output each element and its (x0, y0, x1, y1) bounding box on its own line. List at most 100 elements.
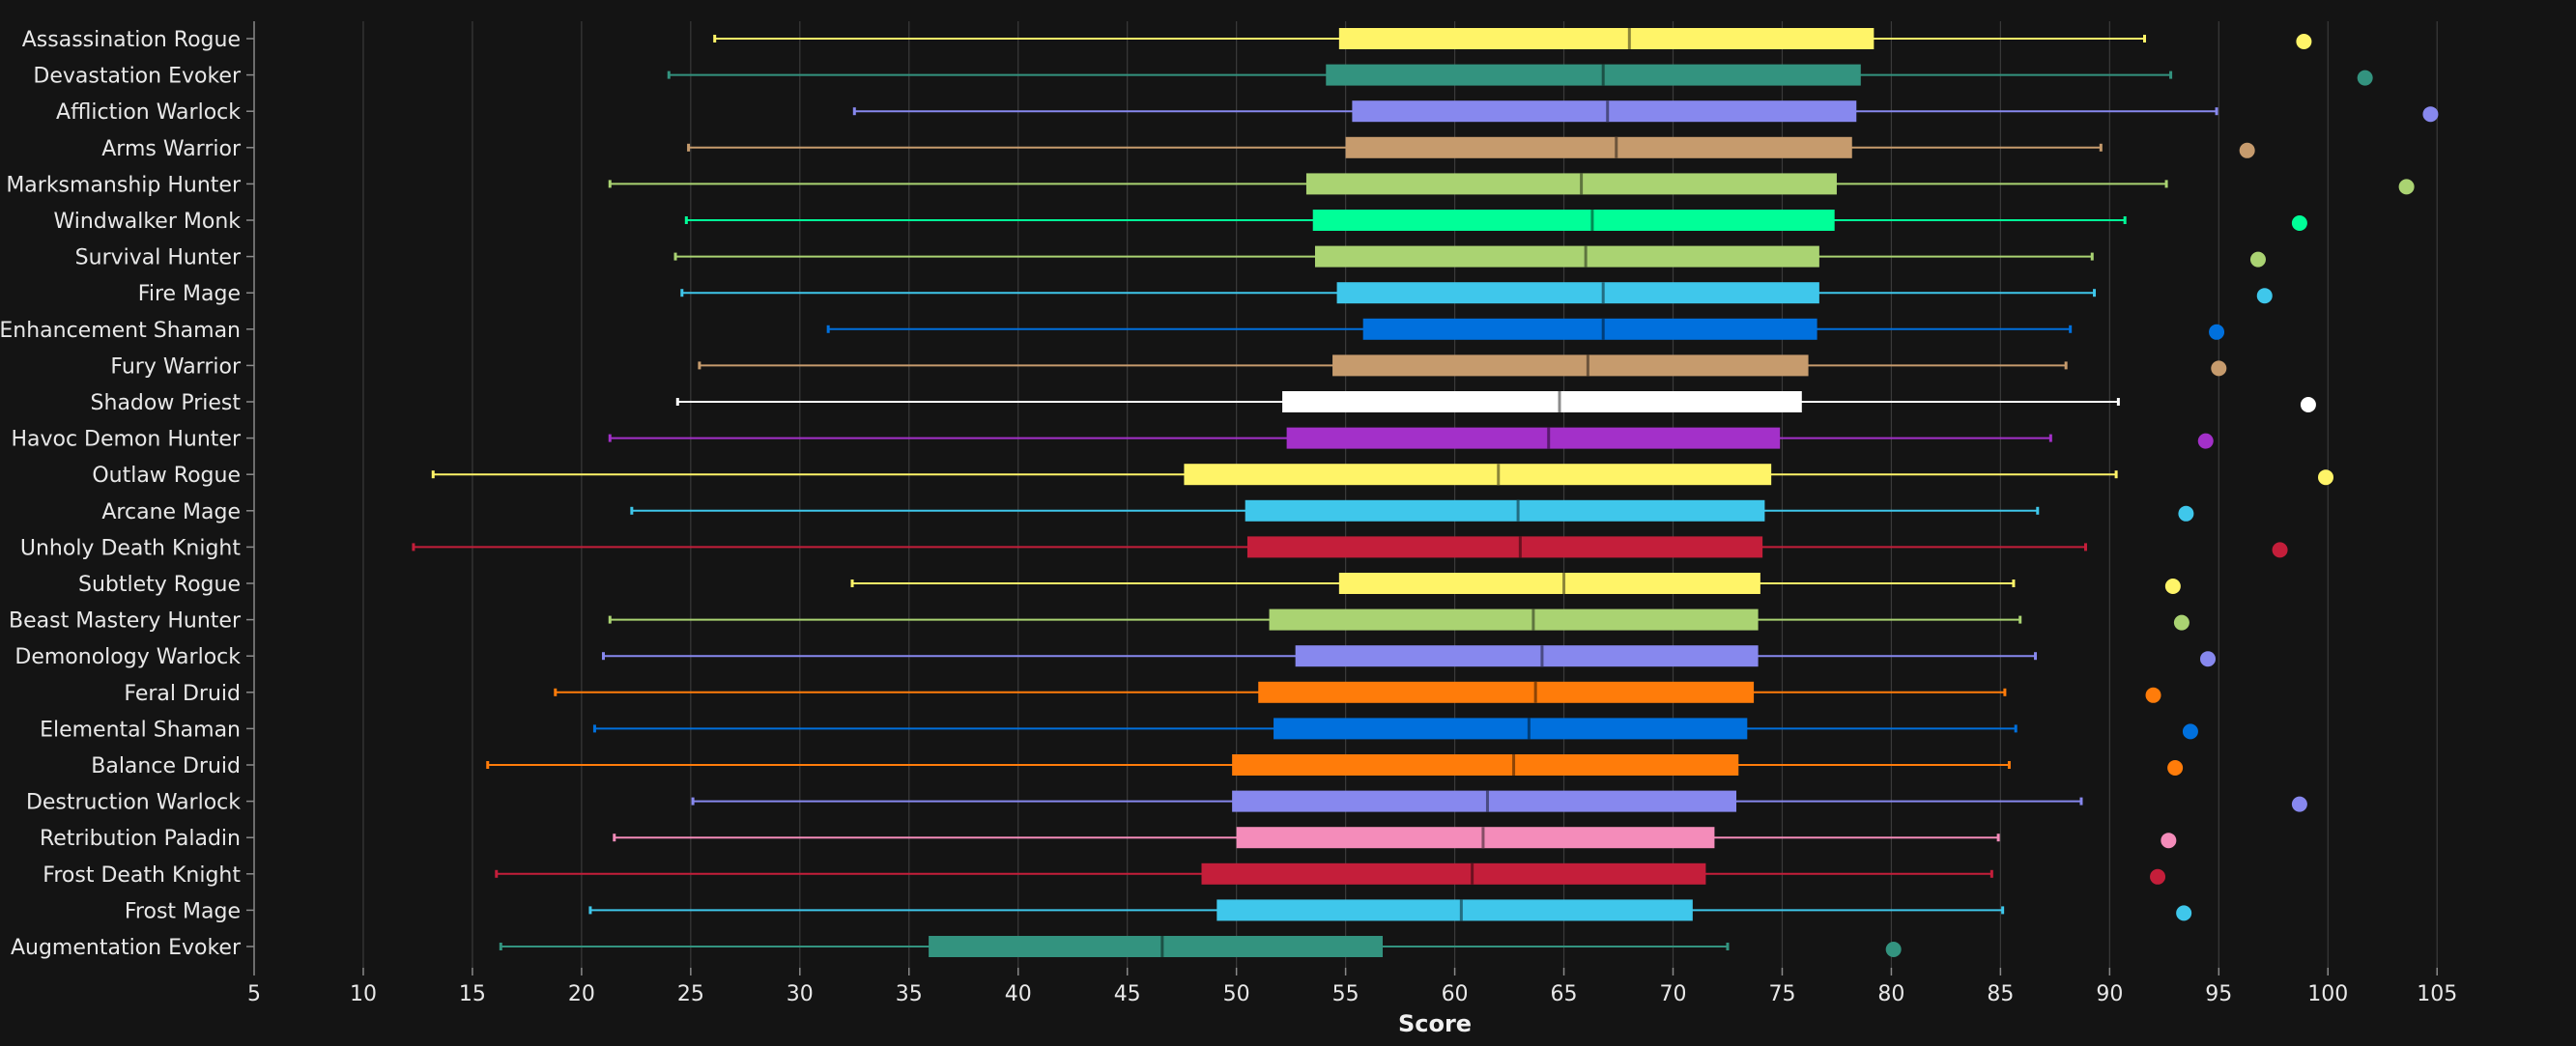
x-tick-label: 35 (896, 982, 923, 1006)
category-label: Retribution Paladin (40, 827, 241, 851)
outlier-point (2256, 288, 2273, 304)
category-label: Fire Mage (138, 282, 241, 306)
outlier-point (2176, 905, 2192, 921)
category-label: Demonology Warlock (14, 645, 241, 669)
outlier-point (2291, 796, 2307, 812)
series-row (412, 536, 2288, 558)
iqr-box (1201, 862, 1706, 885)
category-label: Destruction Warlock (26, 791, 241, 815)
iqr-box (1362, 318, 1818, 340)
series-row (713, 28, 2312, 49)
category-label: Unholy Death Knight (20, 536, 241, 560)
category-label: Outlaw Rogue (92, 464, 241, 488)
iqr-box (1338, 573, 1760, 594)
outlier-point (2167, 760, 2184, 776)
x-tick-label: 75 (1768, 982, 1795, 1006)
category-label: Assassination Rogue (22, 28, 241, 52)
x-axis-title: Score (1398, 1010, 1472, 1037)
iqr-box (1326, 64, 1861, 86)
outlier-point (2398, 179, 2415, 195)
outlier-point (2296, 34, 2312, 49)
iqr-box (1246, 536, 1763, 558)
series-row (698, 354, 2227, 377)
x-tick-label: 40 (1005, 982, 1032, 1006)
outlier-point (2318, 469, 2334, 486)
outlier-point (1885, 942, 1902, 957)
category-label: Windwalker Monk (53, 210, 241, 234)
x-tick-label: 30 (787, 982, 814, 1006)
series-row (630, 499, 2194, 522)
x-tick-label: 95 (2205, 982, 2232, 1006)
category-label: Affliction Warlock (56, 100, 241, 125)
x-tick-label: 100 (2307, 982, 2348, 1006)
iqr-box (1336, 282, 1819, 304)
x-tick-label: 10 (350, 982, 377, 1006)
iqr-box (1345, 136, 1852, 158)
x-tick-label: 90 (2096, 982, 2123, 1006)
series-row (680, 282, 2273, 304)
iqr-box (1184, 464, 1772, 486)
series-row (495, 862, 2166, 885)
outlier-point (2182, 723, 2198, 740)
y-axis: Assassination Rogue Devastation Evoker Aff… (0, 21, 255, 968)
iqr-box (1232, 754, 1739, 776)
category-label: Shadow Priest (91, 391, 242, 415)
iqr-box (929, 936, 1384, 957)
x-tick-label: 55 (1332, 982, 1360, 1006)
outlier-point (2150, 868, 2166, 885)
outlier-point (2291, 215, 2307, 231)
series-row (673, 245, 2266, 268)
outlier-point (2145, 687, 2161, 703)
outlier-point (2272, 542, 2288, 558)
series-row (554, 681, 2161, 703)
outlier-point (2200, 651, 2217, 667)
iqr-box (1216, 899, 1693, 921)
outlier-point (2161, 833, 2177, 849)
outlier-point (2211, 360, 2227, 377)
iqr-box (1286, 427, 1781, 449)
series-row (499, 936, 1902, 957)
x-tick-label: 85 (1987, 982, 2014, 1006)
iqr-box (1338, 28, 1875, 49)
series-row (684, 210, 2307, 231)
category-label: Havoc Demon Hunter (11, 428, 241, 452)
x-tick-label: 25 (677, 982, 704, 1006)
x-tick-label: 50 (1223, 982, 1250, 1006)
series-row (691, 790, 2307, 812)
iqr-box (1282, 391, 1802, 412)
series-row (486, 754, 2184, 776)
series-row (687, 136, 2255, 158)
outlier-point (2249, 251, 2266, 268)
x-tick-label: 65 (1551, 982, 1578, 1006)
iqr-box (1314, 245, 1819, 268)
series-row (592, 718, 2198, 740)
series-row (675, 391, 2316, 412)
iqr-box (1332, 354, 1809, 377)
x-tick-label: 15 (459, 982, 486, 1006)
category-label: Beast Mastery Hunter (9, 609, 242, 634)
series-row (601, 645, 2217, 667)
series-row (608, 173, 2415, 195)
x-tick-label: 80 (1877, 982, 1904, 1006)
x-axis: 5 10 15 20 25 30 35 40 45 50 55 60 65 70 75 80 85 90 95 100… (247, 968, 2457, 1006)
outlier-point (2197, 433, 2214, 449)
outlier-point (2422, 106, 2439, 123)
series-row (850, 573, 2181, 594)
x-tick-label: 45 (1114, 982, 1141, 1006)
outlier-point (2300, 397, 2316, 412)
iqr-box (1269, 608, 1759, 631)
iqr-box (1245, 499, 1765, 522)
iqr-box (1258, 681, 1755, 703)
category-label: Enhancement Shaman (0, 319, 241, 343)
iqr-box (1305, 173, 1837, 195)
x-tick-label: 70 (1659, 982, 1686, 1006)
category-label: Subtlety Rogue (78, 573, 241, 597)
outlier-point (2357, 70, 2373, 86)
category-label: Elemental Shaman (40, 718, 241, 742)
outlier-point (2164, 579, 2181, 594)
series-row (608, 427, 2214, 449)
category-label: Augmentation Evoker (11, 936, 242, 960)
series-row (431, 464, 2334, 486)
series-row (667, 64, 2373, 86)
